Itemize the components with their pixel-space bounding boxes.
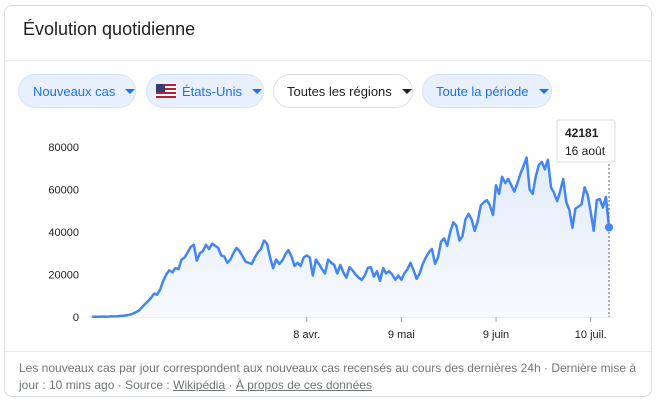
about-data-link[interactable]: À propos de ces données: [235, 378, 372, 392]
country-dropdown-label: États-Unis: [182, 83, 242, 99]
chevron-down-icon: [251, 88, 262, 94]
metric-dropdown[interactable]: Nouveaux cas: [18, 74, 136, 108]
tooltip-box: [556, 119, 616, 163]
y-tick-label: 60000: [48, 185, 79, 197]
region-dropdown-label: Toutes les régions: [287, 83, 392, 99]
period-dropdown[interactable]: Toute la période: [422, 74, 552, 108]
x-tick-label: 10 juil.: [575, 329, 607, 341]
chevron-down-icon: [401, 88, 412, 94]
chevron-down-icon: [538, 88, 549, 94]
series-line: [91, 156, 611, 319]
card-title: Évolution quotidienne: [23, 19, 196, 39]
y-tick-label: 0: [73, 312, 79, 324]
footer-divider: [5, 351, 651, 352]
country-dropdown[interactable]: États-Unis: [146, 74, 264, 108]
series-area: [93, 157, 609, 317]
x-tick-label: 9 mai: [388, 329, 415, 341]
header-divider: [5, 60, 651, 61]
footer-text: Les nouveaux cas par jour correspondent …: [19, 361, 637, 392]
x-tick-label: 8 avr.: [293, 329, 320, 341]
y-tick-label: 40000: [48, 227, 79, 239]
y-tick-label: 20000: [48, 270, 79, 282]
daily-cases-chart[interactable]: 80000 60000 40000 20000 0 8 avr. 9 mai 9 juin 10…: [5, 116, 651, 346]
region-dropdown[interactable]: Toutes les régions: [273, 74, 413, 108]
source-label: Source :: [125, 378, 170, 392]
period-dropdown-label: Toute la période: [436, 83, 529, 99]
hover-point: [605, 223, 613, 232]
source-link[interactable]: Wikipédia: [173, 378, 226, 392]
metric-dropdown-label: Nouveaux cas: [33, 83, 116, 99]
daily-evolution-card: Évolution quotidienne Nouveaux cas États…: [4, 5, 652, 397]
us-flag-icon: [156, 84, 176, 98]
chevron-down-icon: [125, 88, 136, 94]
tooltip-date: 16 août: [565, 144, 606, 158]
x-tick-label: 9 juin: [483, 329, 509, 341]
footer: Les nouveaux cas par jour correspondent …: [19, 361, 637, 392]
y-tick-label: 80000: [48, 142, 79, 154]
tooltip-value: 42181: [565, 126, 599, 140]
